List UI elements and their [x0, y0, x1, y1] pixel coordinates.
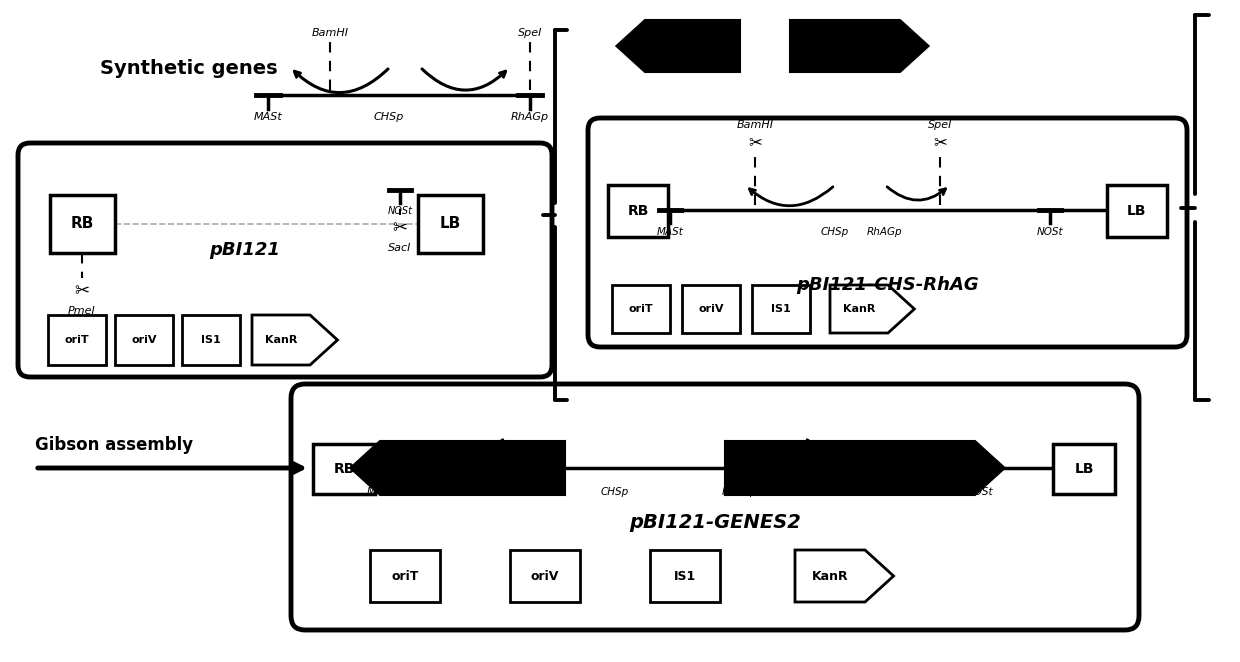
Text: NOSt: NOSt: [1037, 227, 1064, 237]
Text: pBI121-GENES2: pBI121-GENES2: [629, 514, 801, 532]
Text: MASt: MASt: [254, 112, 283, 122]
Polygon shape: [725, 441, 1004, 495]
Text: RhAGp: RhAGp: [511, 112, 549, 122]
Text: MASt: MASt: [656, 227, 683, 237]
Text: oriT: oriT: [392, 569, 419, 583]
Text: ✂: ✂: [74, 282, 89, 300]
Text: oriV: oriV: [131, 335, 156, 345]
Text: RB: RB: [627, 204, 649, 218]
Bar: [50, 195, 115, 253]
Bar: [608, 185, 668, 237]
Bar: [370, 550, 440, 602]
Text: CHSp: CHSp: [821, 227, 849, 237]
Bar: [182, 315, 241, 365]
Text: oriT: oriT: [64, 335, 89, 345]
Text: RhAGp: RhAGp: [722, 487, 758, 497]
Text: oriV: oriV: [531, 569, 559, 583]
Text: oriT: oriT: [629, 304, 653, 314]
Text: SpeI: SpeI: [928, 120, 952, 130]
Text: Gibson assembly: Gibson assembly: [35, 436, 193, 454]
Bar: [1107, 185, 1167, 237]
Text: ✂: ✂: [748, 133, 761, 151]
Text: IS1: IS1: [673, 569, 696, 583]
Polygon shape: [830, 285, 914, 333]
Text: LB: LB: [1127, 204, 1147, 218]
Polygon shape: [351, 441, 565, 495]
Text: IS1: IS1: [771, 304, 791, 314]
Bar: [650, 550, 720, 602]
Polygon shape: [790, 20, 929, 72]
Bar: [682, 285, 740, 333]
Text: KanR: KanR: [812, 569, 848, 583]
Text: pBI121: pBI121: [210, 241, 280, 259]
Text: ✂: ✂: [392, 219, 408, 237]
Bar: [48, 315, 105, 365]
Bar: [1053, 444, 1115, 494]
Text: LB: LB: [439, 216, 460, 232]
Text: BamHI: BamHI: [737, 120, 774, 130]
Text: SpeI: SpeI: [518, 28, 542, 38]
Text: RB: RB: [334, 462, 355, 476]
Text: MASt: MASt: [367, 487, 393, 497]
Text: KanR: KanR: [265, 335, 298, 345]
Text: pBI121-CHS-RhAG: pBI121-CHS-RhAG: [796, 276, 978, 294]
Polygon shape: [795, 550, 894, 602]
Text: CHSp: CHSp: [373, 112, 404, 122]
Text: KanR: KanR: [843, 304, 875, 314]
Text: IS1: IS1: [201, 335, 221, 345]
Bar: [613, 285, 670, 333]
Text: RhAGp: RhAGp: [867, 227, 903, 237]
FancyBboxPatch shape: [291, 384, 1140, 630]
Text: PmeI: PmeI: [68, 306, 95, 316]
Polygon shape: [616, 20, 740, 72]
Text: BamHI: BamHI: [311, 28, 348, 38]
Bar: [510, 550, 580, 602]
Text: LB: LB: [1074, 462, 1094, 476]
Text: CHSp: CHSp: [601, 487, 629, 497]
Text: ✂: ✂: [932, 133, 947, 151]
Bar: [751, 285, 810, 333]
FancyBboxPatch shape: [588, 118, 1187, 347]
Bar: [312, 444, 374, 494]
Text: NOSt: NOSt: [387, 206, 413, 216]
Text: RB: RB: [71, 216, 94, 232]
Text: SacI: SacI: [388, 243, 412, 253]
Text: NOSt: NOSt: [967, 487, 993, 497]
Text: oriV: oriV: [698, 304, 724, 314]
Text: Synthetic genes: Synthetic genes: [100, 58, 278, 77]
Bar: [115, 315, 174, 365]
FancyBboxPatch shape: [19, 143, 552, 377]
Bar: [418, 195, 484, 253]
Polygon shape: [252, 315, 337, 365]
